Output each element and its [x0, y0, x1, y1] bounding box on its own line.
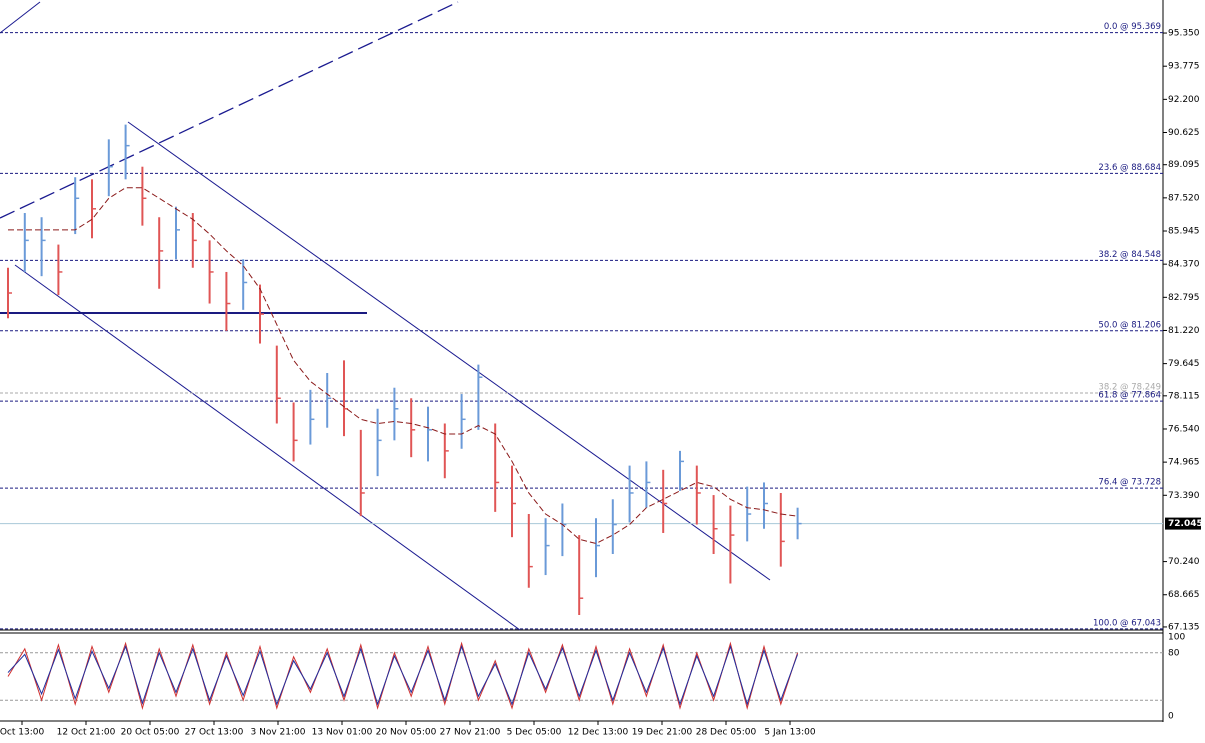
y-tick-label: 92.200: [1168, 95, 1200, 105]
stoch-tick-label: 100: [1168, 633, 1185, 643]
fib-label: 50.0 @ 81.206: [1098, 320, 1161, 330]
x-tick-label: 19 Dec 21:00: [632, 728, 693, 738]
x-tick-label: 12 Oct 21:00: [57, 728, 116, 738]
x-tick-label: 13 Nov 01:00: [312, 728, 373, 738]
x-tick-label: Oct 13:00: [0, 728, 44, 738]
y-tick-label: 85.945: [1168, 227, 1200, 237]
current-price-box: [1165, 517, 1201, 530]
stoch-tick-label: 80: [1168, 648, 1180, 658]
moving-average: [8, 187, 798, 545]
channel-line: [14, 264, 521, 631]
y-tick-label: 87.520: [1168, 193, 1200, 203]
x-tick-label: 5 Dec 05:00: [507, 728, 562, 738]
x-tick-label: 27 Oct 13:00: [185, 728, 244, 738]
x-tick-label: 20 Oct 05:00: [121, 728, 180, 738]
fib-label: 0.0 @ 95.369: [1104, 22, 1161, 32]
x-tick-label: 12 Dec 13:00: [568, 728, 629, 738]
y-tick-label: 89.095: [1168, 160, 1200, 170]
current-price-label: 72.045: [1168, 519, 1203, 529]
y-tick-label: 84.370: [1168, 260, 1200, 270]
y-tick-label: 90.625: [1168, 128, 1200, 138]
fib-label: 100.0 @ 67.043: [1093, 618, 1161, 628]
y-tick-label: 73.390: [1168, 491, 1200, 501]
x-tick-label: 5 Jan 13:00: [764, 728, 816, 738]
x-tick-label: 28 Dec 05:00: [696, 728, 757, 738]
y-tick-label: 82.795: [1168, 293, 1200, 303]
fib-label: 61.8 @ 77.864: [1098, 391, 1161, 401]
trend-line: [0, 1, 459, 219]
x-tick-label: 20 Nov 05:00: [376, 728, 437, 738]
y-tick-label: 67.135: [1168, 622, 1200, 632]
trend-line: [0, 1, 41, 34]
x-tick-label: 3 Nov 21:00: [251, 728, 306, 738]
y-tick-label: 68.665: [1168, 590, 1200, 600]
fib-label: 76.4 @ 73.728: [1098, 478, 1161, 488]
plot: 95.350 93.775 92.200 90.625 89.095 87.520 85.9…: [0, 22, 1203, 738]
fib-label: 38.2 @ 78.249: [1098, 383, 1161, 393]
fib-label: 23.6 @ 88.684: [1098, 163, 1161, 173]
y-tick-label: 95.350: [1168, 29, 1200, 39]
stoch-tick-label: 0: [1168, 712, 1174, 722]
y-tick-label: 76.540: [1168, 424, 1200, 434]
stoch-line: [7, 644, 799, 706]
y-tick-label: 79.645: [1168, 359, 1200, 369]
x-tick-label: 27 Nov 21:00: [440, 728, 501, 738]
y-tick-label: 78.115: [1168, 391, 1200, 401]
fib-label: 38.2 @ 84.548: [1098, 250, 1161, 260]
y-tick-label: 74.965: [1168, 458, 1200, 468]
y-tick-label: 81.220: [1168, 326, 1200, 336]
y-tick-label: 93.775: [1168, 62, 1200, 72]
y-tick-label: 70.240: [1168, 557, 1200, 567]
